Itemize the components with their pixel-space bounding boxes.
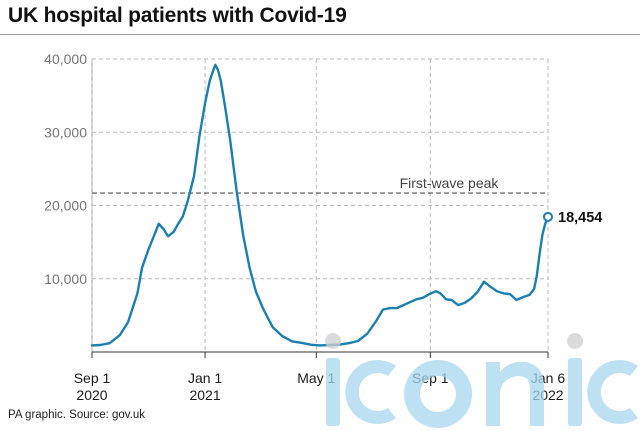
watermark-dot-1 (325, 333, 341, 349)
end-point-marker (543, 211, 553, 222)
watermark-stem-2 (568, 358, 582, 426)
series-line (90, 63, 550, 347)
y-tick-label: 10,000 (44, 271, 87, 287)
x-tick-label-year: 2021 (189, 387, 220, 403)
watermark-o (404, 360, 473, 428)
y-tick-label: 30,000 (44, 124, 87, 140)
watermark-glyphs (325, 333, 638, 428)
y-tick-label: 40,000 (44, 51, 87, 67)
watermark-stem-1 (326, 358, 340, 426)
source-note: PA graphic. Source: gov.uk (8, 409, 146, 421)
watermark-c-2 (587, 360, 638, 424)
x-tick-label: Jan 1 (188, 370, 222, 386)
x-tick-label: Sep 1 (74, 370, 111, 386)
watermark-dot-2 (567, 333, 583, 349)
watermark: iconic (325, 333, 638, 428)
x-tick-label: May 1 (297, 370, 335, 386)
watermark-n (486, 361, 544, 426)
end-value-label: 18,454 (558, 210, 602, 226)
watermark-c (345, 360, 396, 424)
x-tick-label-year: 2020 (76, 387, 107, 403)
first-wave-peak-label: First-wave peak (400, 175, 500, 191)
y-tick-label: 20,000 (44, 198, 87, 214)
chart-title: UK hospital patients with Covid-19 (8, 4, 347, 27)
title-divider (0, 34, 640, 35)
